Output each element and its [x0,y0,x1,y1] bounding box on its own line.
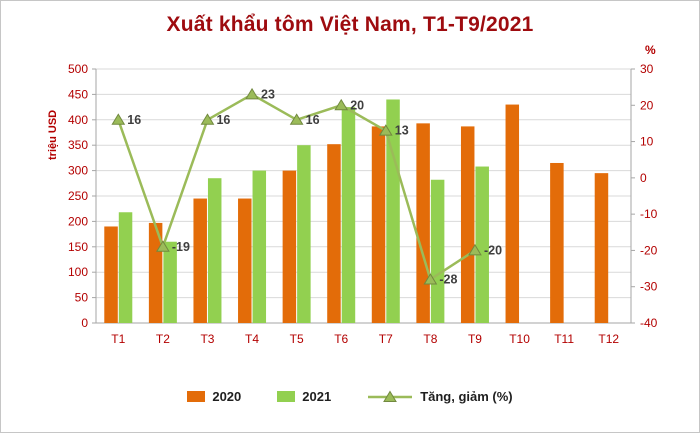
y-tick-label: 450 [68,87,88,101]
x-tick-label: T6 [334,332,348,346]
trend-marker [111,113,126,125]
secondary-y-axis-title: % [645,43,656,57]
legend-label-trend: Tăng, giảm (%) [420,389,513,404]
legend-label-2021: 2021 [302,389,332,404]
y-tick-label: 50 [75,291,89,305]
bar-2020 [416,123,430,323]
y2-tick-label: -10 [640,207,658,221]
bar-2020 [327,144,341,323]
legend-swatch-2021 [277,391,296,402]
y-tick-label: 350 [68,138,88,152]
x-tick-label: T10 [509,332,530,346]
bar-2021 [118,212,133,323]
x-tick-label: T5 [290,332,304,346]
chart-title: Xuất khẩu tôm Việt Nam, T1-T9/2021 [166,13,534,36]
y-tick-label: 500 [68,62,88,76]
trend-data-label: 20 [350,98,364,112]
legend-label-2020: 2020 [212,389,242,404]
bar-2021 [163,241,177,323]
bar-2020 [104,226,118,323]
trend-data-label: 16 [127,113,141,127]
chart-legend: 2020 2021 Tăng, giảm (%) [1,389,699,404]
legend-swatch-2020 [187,391,206,402]
bar-2021 [430,179,445,323]
trend-data-label: 13 [395,124,409,138]
y2-tick-label: 20 [640,98,654,112]
bar-2021 [386,99,400,323]
trend-marker [245,87,259,100]
y-tick-label: 400 [68,113,88,127]
x-tick-label: T7 [379,332,393,346]
x-tick-label: T11 [554,332,574,346]
x-tick-label: T1 [111,332,125,346]
y2-tick-label: 0 [640,171,647,185]
trend-marker [334,98,349,111]
legend-item-2021: 2021 [277,389,331,404]
trend-data-label: -28 [439,272,457,286]
legend-line-marker-icon [368,390,413,402]
bar-2020 [460,126,475,324]
bar-2021 [252,170,267,323]
bar-2020 [238,198,252,323]
bar-2020 [550,162,564,323]
bar-2021 [475,166,489,323]
bar-2021 [207,178,222,323]
trend-data-label: 16 [306,113,320,127]
trend-marker [468,243,482,256]
legend-item-2020: 2020 [187,389,241,404]
y-tick-label: 250 [68,189,88,203]
trend-data-label: -20 [484,243,502,257]
x-tick-label: T8 [423,332,437,346]
y-tick-label: 300 [68,164,88,178]
trend-marker [378,124,393,136]
y-tick-label: 150 [68,240,88,254]
y2-tick-label: -30 [640,280,658,294]
bar-2021 [297,145,311,323]
trend-marker [200,113,215,125]
trend-marker [155,240,170,252]
trend-marker [423,272,438,285]
y2-tick-label: -40 [640,316,658,330]
chart-plot: 050100150200250300350400450500-40-30-20-… [68,62,658,346]
trend-data-label: 23 [261,87,275,101]
y-tick-label: 100 [68,265,88,279]
y2-tick-label: -20 [640,243,658,257]
y-tick-label: 200 [68,214,88,228]
x-tick-label: T9 [468,332,482,346]
bar-2020 [371,126,386,324]
trend-data-label: -19 [172,240,190,254]
bar-2020 [594,173,609,323]
trend-data-label: 16 [216,113,230,127]
x-tick-label: T3 [200,332,214,346]
trend-marker [289,113,304,125]
x-tick-label: T12 [598,332,619,346]
bar-2020 [505,104,520,323]
x-tick-label: T2 [156,332,170,346]
bar-2020 [193,198,207,323]
y2-tick-label: 30 [640,62,654,76]
legend-item-trend: Tăng, giảm (%) [367,389,513,404]
y-tick-label: 0 [81,316,88,330]
y2-tick-label: 10 [640,135,654,149]
bar-2021 [341,107,356,323]
x-tick-label: T4 [245,332,259,346]
bar-2020 [282,170,297,323]
